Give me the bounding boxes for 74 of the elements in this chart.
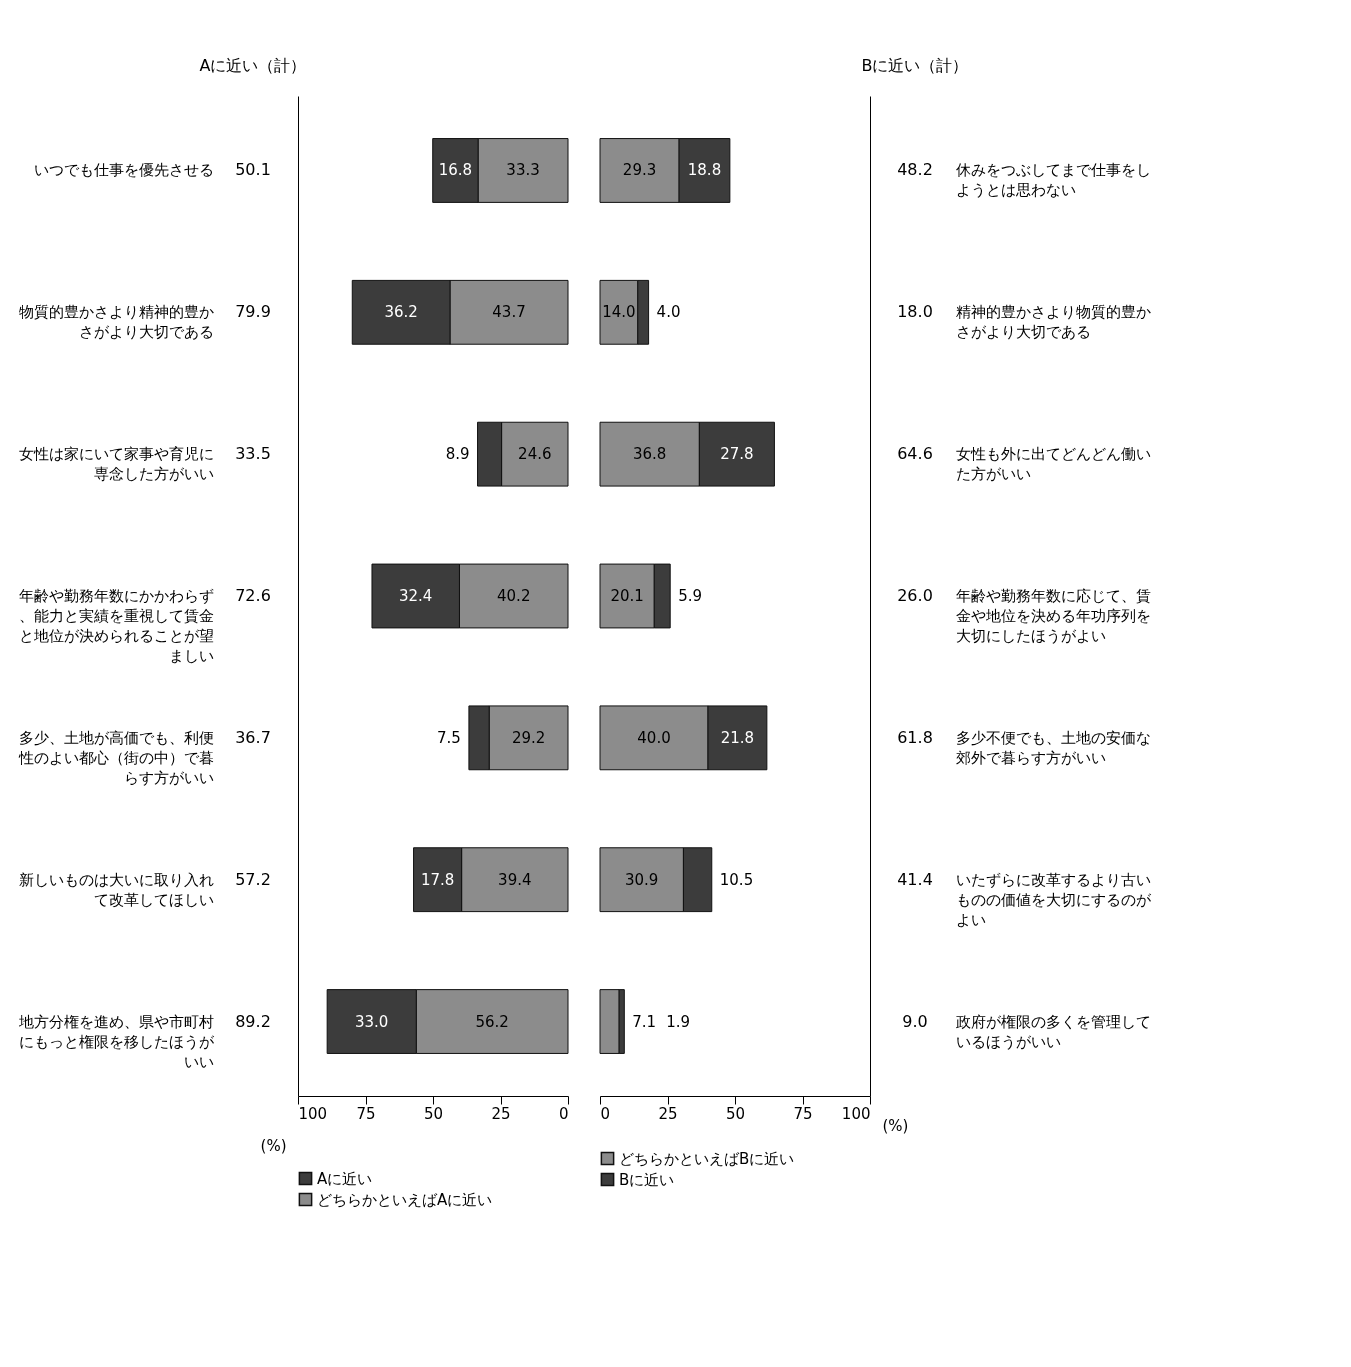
x-tick-label: 25 (491, 1104, 511, 1123)
data-label: 10.5 (719, 870, 754, 889)
x-tick-label: 100 (298, 1104, 328, 1123)
legend-label: どちらかといえばAに近い (317, 1190, 493, 1209)
data-label: 27.8 (720, 445, 754, 464)
data-label: 36.8 (632, 445, 667, 464)
y-tick-label: いつでも仕事を優先させる (33, 161, 214, 180)
x-tick-label: 0 (558, 1104, 569, 1123)
y-tick-label: 女性も外に出てどんどん働いた方がいい (955, 445, 1151, 484)
text: 72.6 (235, 586, 271, 605)
x-tick-label: 25 (658, 1104, 678, 1123)
data-label: 33.0 (355, 1012, 389, 1031)
data-label: 8.9 (445, 445, 470, 464)
data-label: 56.2 (475, 1012, 509, 1031)
data-label: 24.6 (518, 445, 552, 464)
y-tick-label: 精神的豊かさより物質的豊かさがより大切である (955, 303, 1151, 342)
data-label: 1.9 (666, 1012, 691, 1031)
y-tick-label: 物質的豊かさより精神的豊かさがより大切である (18, 303, 214, 342)
text: 64.6 (897, 444, 933, 464)
data-label: 33.3 (506, 161, 540, 180)
text: 41.4 (897, 869, 933, 889)
y-tick-label: 政府が権限の多くを管理しているほうがいい (955, 1012, 1151, 1051)
text: 33.5 (235, 444, 271, 464)
x-tick-label: 50 (725, 1104, 746, 1123)
text: 57.2 (235, 869, 271, 889)
x-tick-label: 100 (841, 1104, 871, 1123)
x-tick-label: 50 (423, 1104, 444, 1123)
legend-label: Bに近い (619, 1170, 675, 1189)
data-label: 40.0 (637, 728, 671, 747)
x-axis-title: (%) (260, 1136, 287, 1155)
y-tick-label: 新しいものは大いに取り入れて改革してほしい (18, 870, 214, 909)
y-tick-label: 休みをつぶしてまで仕事をしようとは思わない (955, 161, 1151, 200)
y-tick-label: 多少不便でも、土地の安価な郊外で暮らす方がいい (955, 728, 1151, 767)
data-label: 17.8 (420, 870, 455, 889)
text: 48.2 (897, 160, 933, 180)
text: 89.2 (235, 1011, 271, 1031)
text: 26.0 (897, 586, 933, 605)
data-label: 18.8 (687, 161, 722, 180)
y-tick-label: 多少、土地が高価でも、利便性のよい都心（街の中）で暮らす方がいい (17, 728, 214, 787)
data-label: 7.5 (437, 728, 461, 747)
text: 50.1 (235, 160, 271, 180)
x-axis-title: (%) (882, 1116, 909, 1135)
data-label: 39.4 (498, 870, 532, 889)
x-tick-label: 0 (600, 1104, 611, 1123)
y-tick-label: いたずらに改革するより古いものの価値を大切にするのがよい (955, 870, 1152, 929)
text: 36.7 (235, 727, 271, 747)
data-label: 29.2 (511, 728, 546, 747)
data-label: 36.2 (384, 303, 418, 322)
data-label: 7.1 (632, 1012, 657, 1031)
data-label: 32.4 (399, 587, 433, 605)
text: Bに近い（計） (861, 56, 969, 75)
x-tick-label: 75 (356, 1104, 376, 1123)
text: 79.9 (235, 302, 271, 322)
text: 61.8 (897, 727, 933, 747)
y-tick-label: 女性は家にいて家事や育児に専念した方がいい (18, 445, 214, 484)
data-label: 5.9 (678, 587, 703, 605)
data-label: 40.2 (497, 587, 531, 605)
y-tick-label: 地方分権を進め、県や市町村にもっと権限を移したほうがいい (17, 1012, 215, 1071)
text: 9.0 (902, 1011, 928, 1031)
text: Aに近い（計） (199, 56, 307, 75)
legend-label: どちらかといえばBに近い (619, 1149, 795, 1168)
text: 18.0 (897, 302, 933, 322)
data-label: 20.1 (610, 587, 644, 605)
legend-label: Aに近い (317, 1169, 373, 1188)
data-label: 21.8 (720, 728, 755, 747)
y-tick-label: 年齢や勤務年数にかかわらず、能力と実績を重視して賃金と地位が決められることが望ましい (18, 587, 214, 665)
data-label: 4.0 (656, 303, 681, 322)
y-tick-label: 年齢や勤務年数に応じて、賃金や地位を決める年功序列を大切にしたほうがよい (955, 587, 1151, 645)
data-label: 30.9 (625, 870, 659, 889)
data-label: 29.3 (622, 161, 657, 180)
x-tick-label: 75 (793, 1104, 813, 1123)
data-label: 14.0 (602, 303, 636, 322)
data-label: 43.7 (492, 303, 526, 322)
data-label: 16.8 (438, 161, 473, 180)
